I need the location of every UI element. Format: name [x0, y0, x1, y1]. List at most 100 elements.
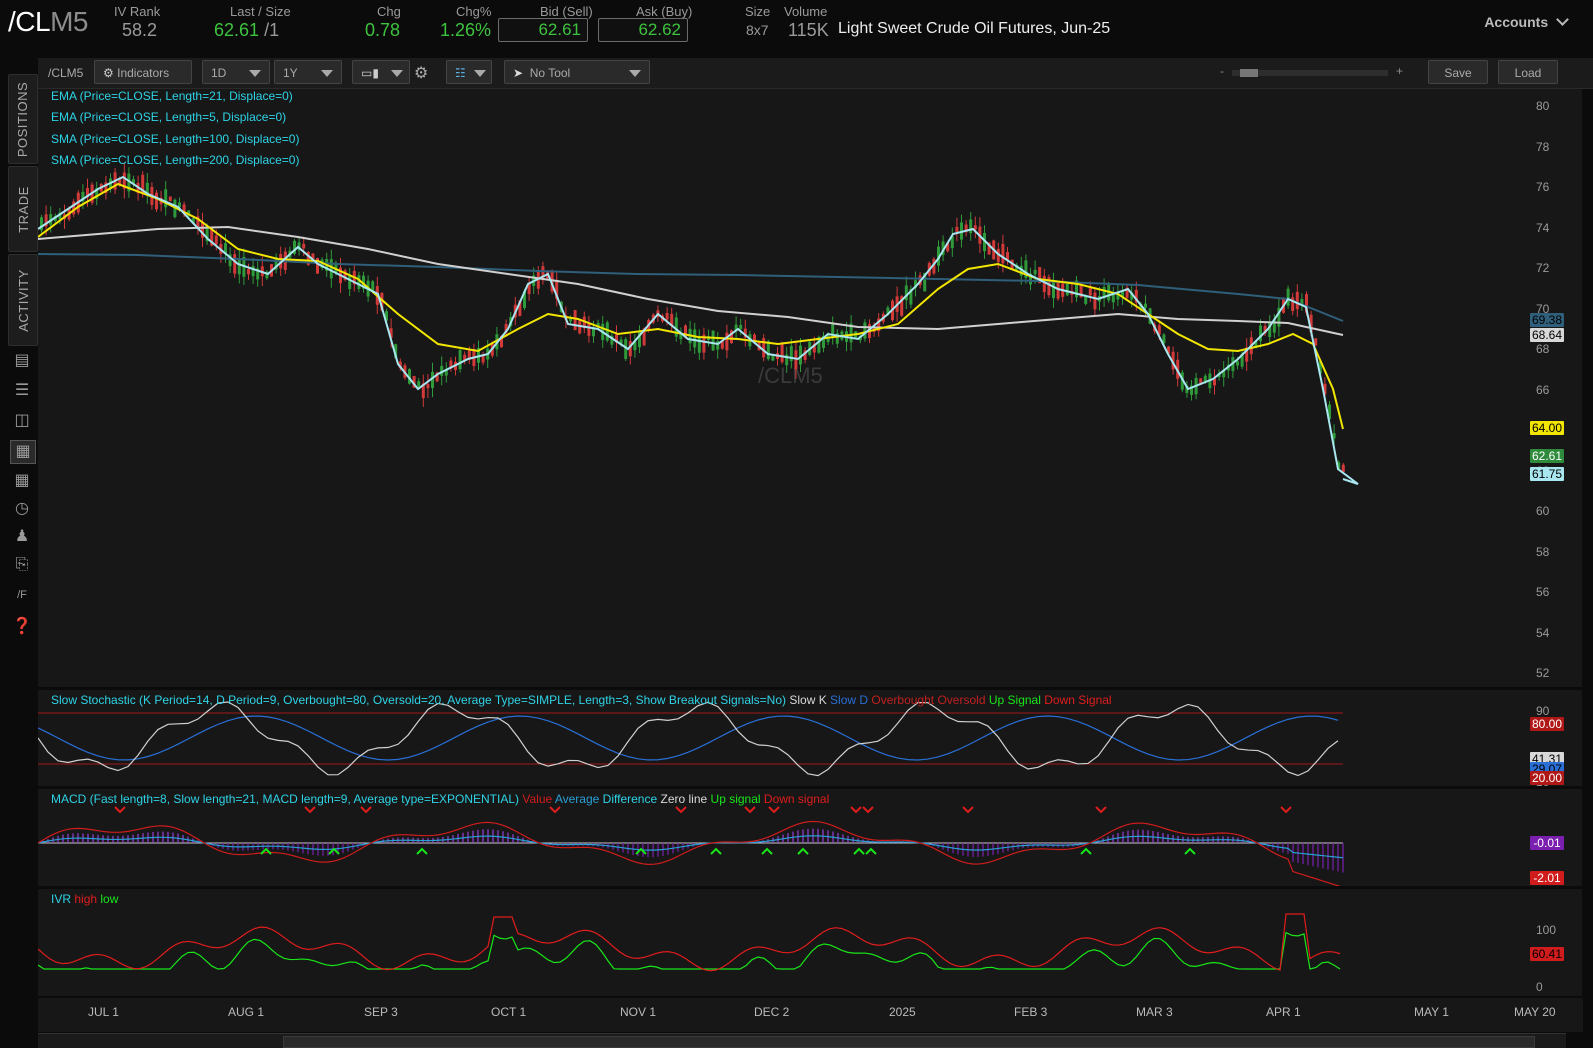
scrollbar-thumb[interactable] [283, 1036, 1535, 1048]
futures-icon[interactable]: /F [17, 589, 27, 601]
tab-trade[interactable]: TRADE [8, 166, 38, 252]
candle-body [518, 300, 522, 316]
candle-body [1318, 361, 1322, 374]
up-signal-arrow [761, 847, 773, 855]
price-axis[interactable] [1528, 89, 1582, 687]
candle-body [1180, 372, 1184, 390]
people-icon[interactable]: ♟ [14, 528, 30, 545]
time-axis-label: MAR 3 [1136, 1005, 1173, 1019]
price-tag: 69.38 [1530, 313, 1564, 327]
candle-body [306, 252, 310, 265]
bid-label: Bid (Sell) [540, 4, 593, 19]
tab-activity-label: ACTIVITY [15, 268, 31, 332]
candle-body [1314, 338, 1318, 346]
up-signal-arrow [853, 847, 865, 855]
time-axis[interactable] [38, 998, 1583, 1032]
candle-body [766, 341, 770, 360]
candle-body [587, 322, 591, 336]
candle-body [619, 339, 623, 344]
candle-body [141, 174, 145, 195]
stochastic-title[interactable]: Slow Stochastic (K Period=14, D Period=9… [51, 693, 786, 707]
price-tag: 68.64 [1530, 328, 1564, 342]
candle-body [417, 381, 421, 387]
drawing-tool-select[interactable]: ➤ No Tool [504, 60, 650, 84]
drawing-icon: ☷ [455, 66, 466, 80]
chart-icon[interactable]: ▦ [10, 440, 36, 464]
price-tag: 64.00 [1530, 421, 1564, 435]
candle-body [132, 179, 135, 184]
study-ema21-label[interactable]: EMA (Price=CLOSE, Length=21, Displace=0) [51, 89, 293, 103]
candle-body [863, 322, 867, 339]
chevron-down-icon [474, 70, 486, 77]
slow-d-line [38, 715, 1339, 761]
study-sma100-label[interactable]: SMA (Price=CLOSE, Length=100, Displace=0… [51, 132, 300, 146]
symbol-title[interactable]: /CLM5 [8, 6, 88, 38]
range-select[interactable]: 1Y [274, 60, 342, 84]
candle-body [628, 341, 632, 357]
iv-rank-value: 58.2 [122, 20, 158, 40]
candle-body [955, 226, 959, 232]
candle-body [122, 172, 126, 189]
legend-oversold: Oversold [937, 693, 986, 707]
ivr-axis[interactable] [1528, 889, 1582, 996]
price-tick: 72 [1536, 261, 1550, 275]
list-icon[interactable]: ☰ [14, 382, 30, 399]
drawing-set-select[interactable]: ☷ [446, 60, 492, 84]
candle-body [711, 330, 715, 351]
candle-body [822, 335, 825, 349]
ivr-pane[interactable]: IVR high low [38, 889, 1528, 996]
candle-body [1167, 346, 1170, 354]
study-ema5-label[interactable]: EMA (Price=CLOSE, Length=5, Displace=0) [51, 110, 287, 124]
bid-sell-button[interactable]: 62.61 [498, 18, 588, 42]
price-pane[interactable]: /CLM5 EMA (Price=CLOSE, Length=21, Displ… [38, 89, 1528, 687]
indicators-button[interactable]: ⚙ Indicators [94, 60, 192, 84]
chart-style-select[interactable]: ▭▮ [352, 60, 410, 84]
candle-body [569, 317, 572, 322]
load-button[interactable]: Load [1498, 60, 1558, 84]
period-select[interactable]: 1D [202, 60, 270, 84]
candle-body [1277, 307, 1281, 327]
save-button[interactable]: Save [1428, 60, 1488, 84]
tv-icon[interactable]: ◫ [14, 412, 30, 429]
gear-icon[interactable]: ⚙ [414, 65, 429, 82]
candle-body [983, 232, 986, 252]
help-icon[interactable]: ❓ [12, 618, 32, 635]
candle-body [527, 283, 531, 295]
candle-body [1341, 464, 1345, 472]
time-axis-label: JUL 1 [88, 1005, 119, 1019]
horizontal-scrollbar[interactable] [38, 1033, 1566, 1048]
price-tag: 62.61 [1530, 449, 1564, 463]
gauge-icon[interactable]: ◷ [15, 500, 29, 517]
candle-body [440, 365, 444, 376]
tab-positions[interactable]: POSITIONS [8, 74, 38, 164]
chevron-down-icon [391, 70, 403, 77]
ask-buy-button[interactable]: 62.62 [598, 18, 688, 42]
study-sma200-label[interactable]: SMA (Price=CLOSE, Length=200, Displace=0… [51, 153, 300, 167]
ivr-tick-100: 100 [1536, 923, 1557, 937]
ivr-title[interactable]: IVR [51, 892, 72, 906]
document-icon[interactable]: ▤ [14, 352, 30, 369]
candle-body [817, 336, 821, 353]
candle-body [831, 324, 835, 337]
candle-body [1047, 277, 1051, 296]
chart-symbol-label[interactable]: /CLM5 [48, 66, 84, 80]
left-sidebar: POSITIONS TRADE ACTIVITY ▤ ☰ ◫ ▦ ▦ ◷ ♟ ⎘… [0, 58, 38, 1048]
zoom-out-button[interactable]: - [1220, 64, 1224, 78]
history-icon[interactable]: ⎘ [15, 556, 29, 573]
accounts-menu[interactable]: Accounts [1484, 13, 1569, 30]
zoom-slider[interactable] [1232, 69, 1388, 77]
down-signal-arrow [768, 806, 780, 814]
macd-title[interactable]: MACD (Fast length=8, Slow length=21, MAC… [51, 792, 520, 806]
candle-body [178, 202, 181, 208]
tab-activity[interactable]: ACTIVITY [8, 254, 38, 346]
zoom-in-button[interactable]: + [1396, 64, 1404, 78]
candle-body [104, 182, 108, 194]
zoom-slider-thumb[interactable] [1240, 69, 1258, 77]
stochastic-pane[interactable]: Slow Stochastic (K Period=14, D Period=9… [38, 690, 1528, 786]
candle-body [145, 182, 149, 194]
candle-body [771, 355, 775, 361]
candle-body [210, 227, 214, 246]
macd-pane[interactable]: MACD (Fast length=8, Slow length=21, MAC… [38, 789, 1528, 886]
candle-body [536, 271, 540, 289]
grid-icon[interactable]: ▦ [14, 472, 30, 489]
